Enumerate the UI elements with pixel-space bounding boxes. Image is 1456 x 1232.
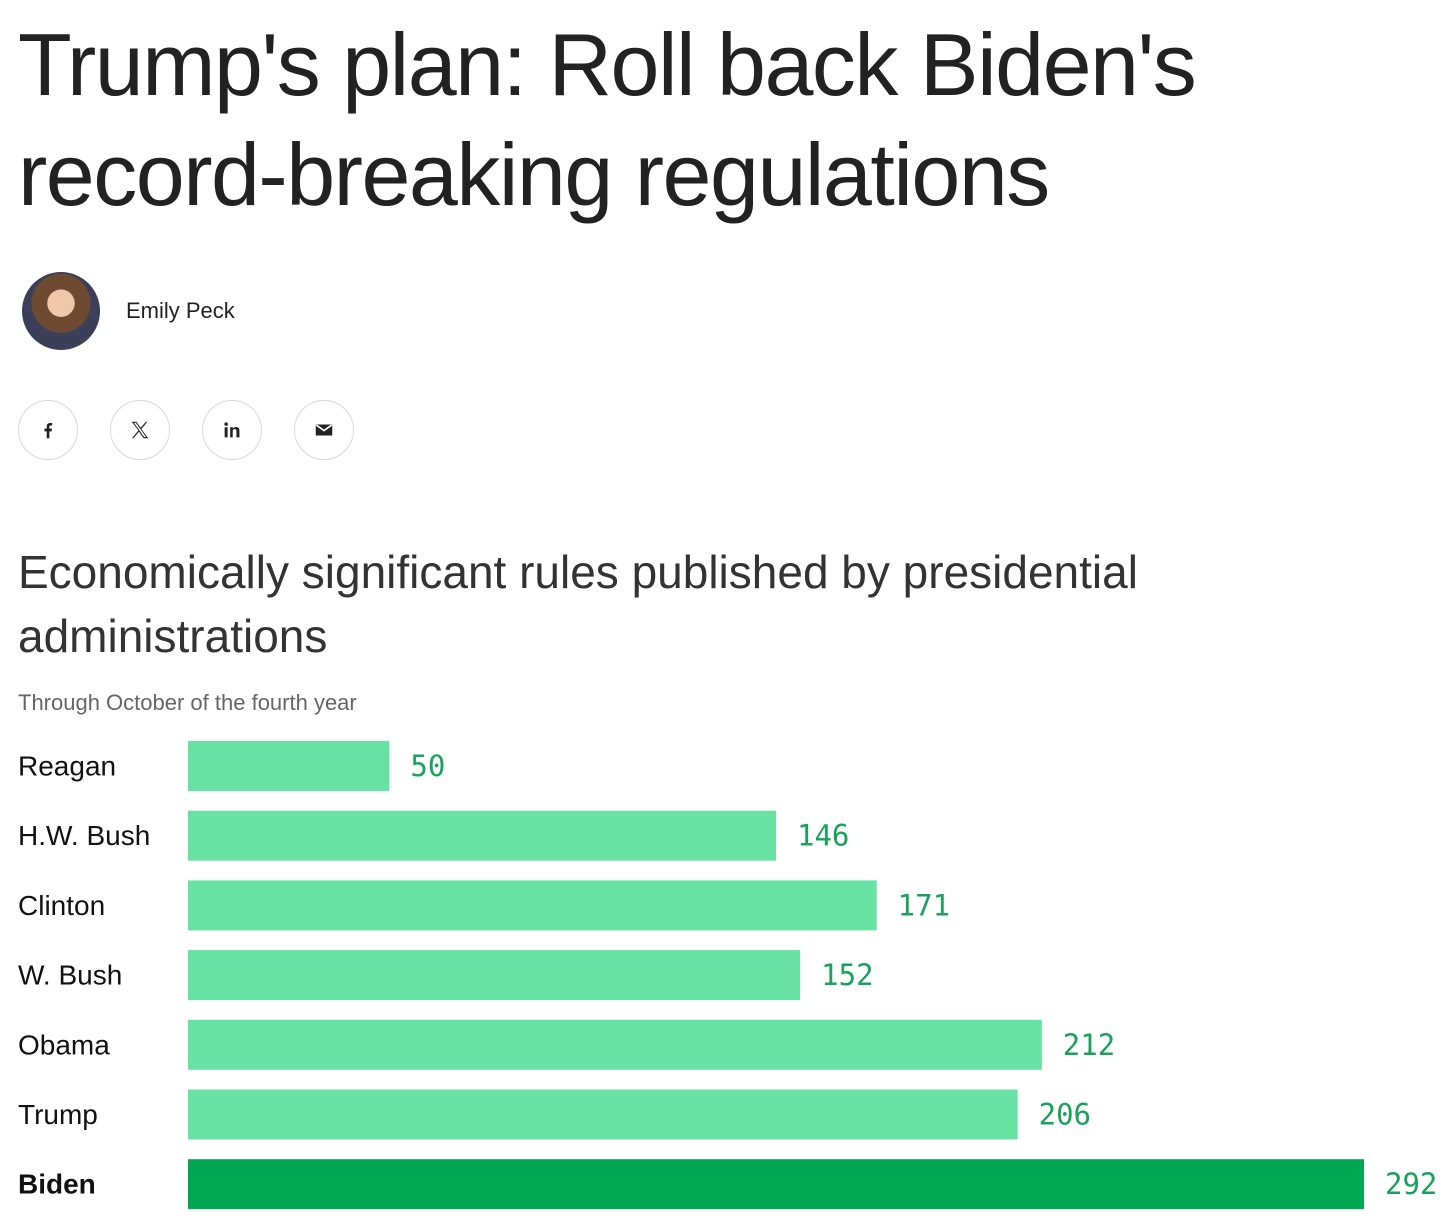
- x-icon: [131, 421, 149, 439]
- facebook-icon: [44, 422, 53, 439]
- article-headline: Trump's plan: Roll back Biden's record-b…: [18, 15, 1197, 224]
- byline: Emily Peck: [22, 272, 235, 350]
- bar-value-label: 146: [797, 819, 849, 853]
- bar-value-label: 50: [410, 749, 445, 783]
- share-x-button[interactable]: [110, 400, 170, 460]
- bar[interactable]: [188, 880, 877, 931]
- chart-subtitle: Through October of the fourth year: [18, 690, 357, 715]
- bar[interactable]: [188, 1019, 1042, 1070]
- share-buttons: [18, 400, 354, 460]
- email-icon: [315, 424, 333, 436]
- category-label: Biden: [18, 1169, 96, 1200]
- category-label: W. Bush: [18, 960, 122, 991]
- author-name[interactable]: Emily Peck: [126, 298, 235, 323]
- bar[interactable]: [188, 950, 801, 1001]
- category-label: Obama: [18, 1029, 110, 1060]
- bar-value-label: 212: [1063, 1028, 1115, 1062]
- share-facebook-button[interactable]: [18, 400, 78, 460]
- category-label: H.W. Bush: [18, 820, 150, 851]
- bar-value-label: 292: [1385, 1167, 1437, 1201]
- bar[interactable]: [188, 1089, 1018, 1140]
- share-linkedin-button[interactable]: [202, 400, 262, 460]
- share-email-button[interactable]: [294, 400, 354, 460]
- bar[interactable]: [188, 1159, 1364, 1210]
- category-label: Reagan: [18, 751, 116, 782]
- bar-value-label: 171: [898, 888, 950, 922]
- category-label: Clinton: [18, 890, 105, 921]
- author-avatar[interactable]: [22, 272, 100, 350]
- bar-value-label: 206: [1039, 1098, 1091, 1132]
- bar[interactable]: [188, 810, 776, 861]
- bar[interactable]: [188, 741, 390, 791]
- category-label: Trump: [18, 1099, 98, 1130]
- chart-title: Economically significant rules published…: [18, 546, 1138, 662]
- bar-value-label: 152: [821, 958, 873, 992]
- linkedin-icon: [224, 422, 240, 438]
- bar-chart: Reagan 50 H.W. Bush 146 Clinton 171 W. Bush 152…: [18, 741, 1437, 1210]
